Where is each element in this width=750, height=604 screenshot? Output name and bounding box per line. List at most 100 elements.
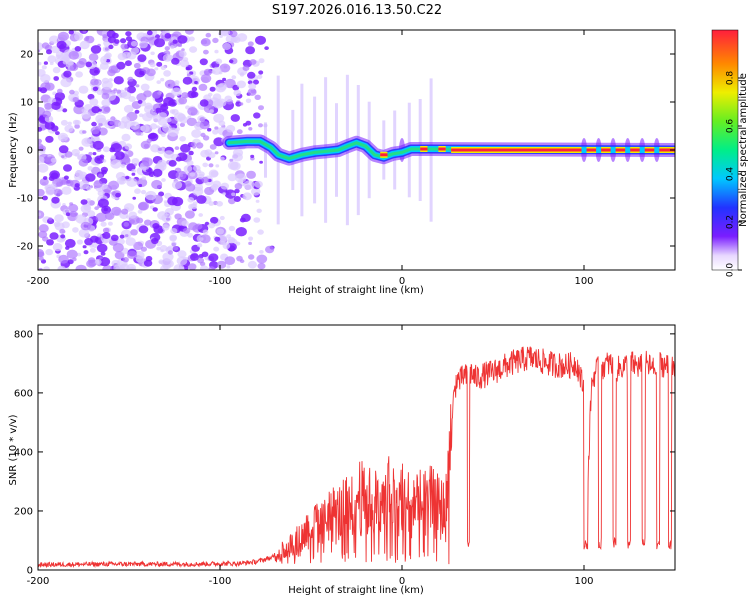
noise-blob	[173, 264, 185, 270]
noise-blob	[161, 224, 170, 231]
noise-blob	[219, 215, 225, 221]
noise-blob	[231, 152, 243, 162]
noise-blob	[138, 201, 150, 211]
noise-blob	[178, 50, 187, 58]
noise-blob	[239, 102, 244, 106]
noise-blob	[44, 102, 53, 110]
noise-blob	[145, 190, 157, 201]
noise-blob	[259, 160, 263, 164]
noise-blob	[103, 58, 107, 62]
noise-blob	[112, 243, 124, 253]
peak-core	[438, 147, 446, 151]
noise-blob	[150, 112, 158, 118]
noise-blob	[220, 240, 226, 245]
noise-blob	[102, 34, 108, 39]
noise-blob	[185, 30, 194, 35]
noise-blob	[212, 93, 222, 101]
noise-blob	[105, 212, 115, 221]
noise-blob	[141, 176, 146, 181]
noise-blob	[129, 121, 140, 130]
noise-blob	[214, 126, 219, 130]
noise-blob	[138, 225, 149, 234]
noise-blob	[231, 192, 236, 197]
noise-blob	[38, 138, 42, 144]
y-tick-label: 10	[20, 98, 33, 109]
noise-blob	[209, 109, 214, 114]
peak-gap	[596, 147, 602, 153]
noise-blob	[150, 51, 155, 56]
noise-blob	[258, 123, 263, 128]
noise-blob	[191, 86, 198, 92]
noise-blob	[167, 127, 179, 137]
noise-blob	[251, 187, 261, 196]
noise-blob	[210, 216, 219, 224]
noise-blob	[216, 228, 224, 235]
noise-blob	[248, 241, 253, 245]
noise-blob	[220, 30, 229, 36]
noise-blob	[253, 79, 259, 85]
noise-blob	[228, 59, 234, 64]
noise-blob	[209, 86, 216, 92]
noise-blob	[63, 164, 72, 172]
noise-blob	[80, 221, 92, 231]
noise-blob	[124, 60, 132, 67]
noise-blob	[57, 31, 69, 41]
noise-blob	[38, 188, 45, 197]
noise-blob	[110, 159, 122, 169]
noise-blob	[110, 143, 122, 153]
noise-blob	[64, 124, 74, 133]
noise-blob	[224, 189, 236, 199]
noise-blob	[87, 166, 93, 171]
noise-blob	[198, 213, 203, 217]
noise-blob	[200, 132, 206, 138]
noise-blob	[163, 150, 174, 159]
spectrogram-marks	[38, 30, 675, 270]
noise-blob	[94, 206, 99, 211]
noise-blob	[108, 180, 120, 190]
y-tick-label: 0	[27, 566, 33, 577]
spectrogram-x-label: Height of straight line (km)	[288, 285, 424, 296]
noise-blob	[60, 234, 66, 239]
noise-blob	[90, 45, 102, 54]
noise-blob	[43, 176, 48, 180]
noise-blob	[67, 259, 74, 265]
noise-blob	[184, 180, 192, 187]
noise-blob	[235, 173, 247, 183]
noise-blob	[154, 67, 159, 71]
noise-blob	[99, 256, 103, 260]
noise-blob	[222, 77, 227, 82]
noise-blob	[107, 69, 116, 77]
snr-panel: -200 -100 0 100 0 200 400 600 800 Height of str…	[8, 324, 676, 596]
x-tick-label: 100	[574, 576, 593, 587]
noise-blob	[209, 144, 217, 150]
noise-blob	[181, 92, 189, 99]
noise-blob	[224, 78, 236, 89]
noise-blob	[154, 38, 165, 48]
noise-blob	[213, 246, 220, 252]
noise-blob	[64, 238, 76, 248]
noise-blob	[212, 37, 219, 44]
noise-blob	[254, 94, 261, 101]
noise-blob	[256, 254, 268, 264]
noise-blob	[130, 229, 138, 236]
noise-blob	[110, 155, 116, 160]
noise-blob	[171, 109, 179, 115]
noise-blob	[101, 92, 110, 100]
noise-blob	[50, 123, 55, 127]
snr-x-label: Height of straight line (km)	[288, 585, 424, 596]
noise-blob	[177, 35, 188, 44]
noise-blob	[123, 104, 134, 113]
noise-blob	[188, 222, 198, 231]
noise-blob	[227, 161, 239, 170]
noise-blob	[102, 146, 110, 153]
noise-blob	[194, 80, 198, 85]
noise-blob	[114, 151, 125, 160]
noise-blob	[216, 260, 227, 269]
noise-blob	[56, 40, 67, 50]
noise-blob	[196, 243, 203, 248]
noise-blob	[38, 127, 43, 132]
noise-blob	[186, 160, 194, 166]
noise-blob	[204, 221, 210, 226]
noise-blob	[199, 234, 211, 244]
noise-blob	[193, 165, 201, 172]
